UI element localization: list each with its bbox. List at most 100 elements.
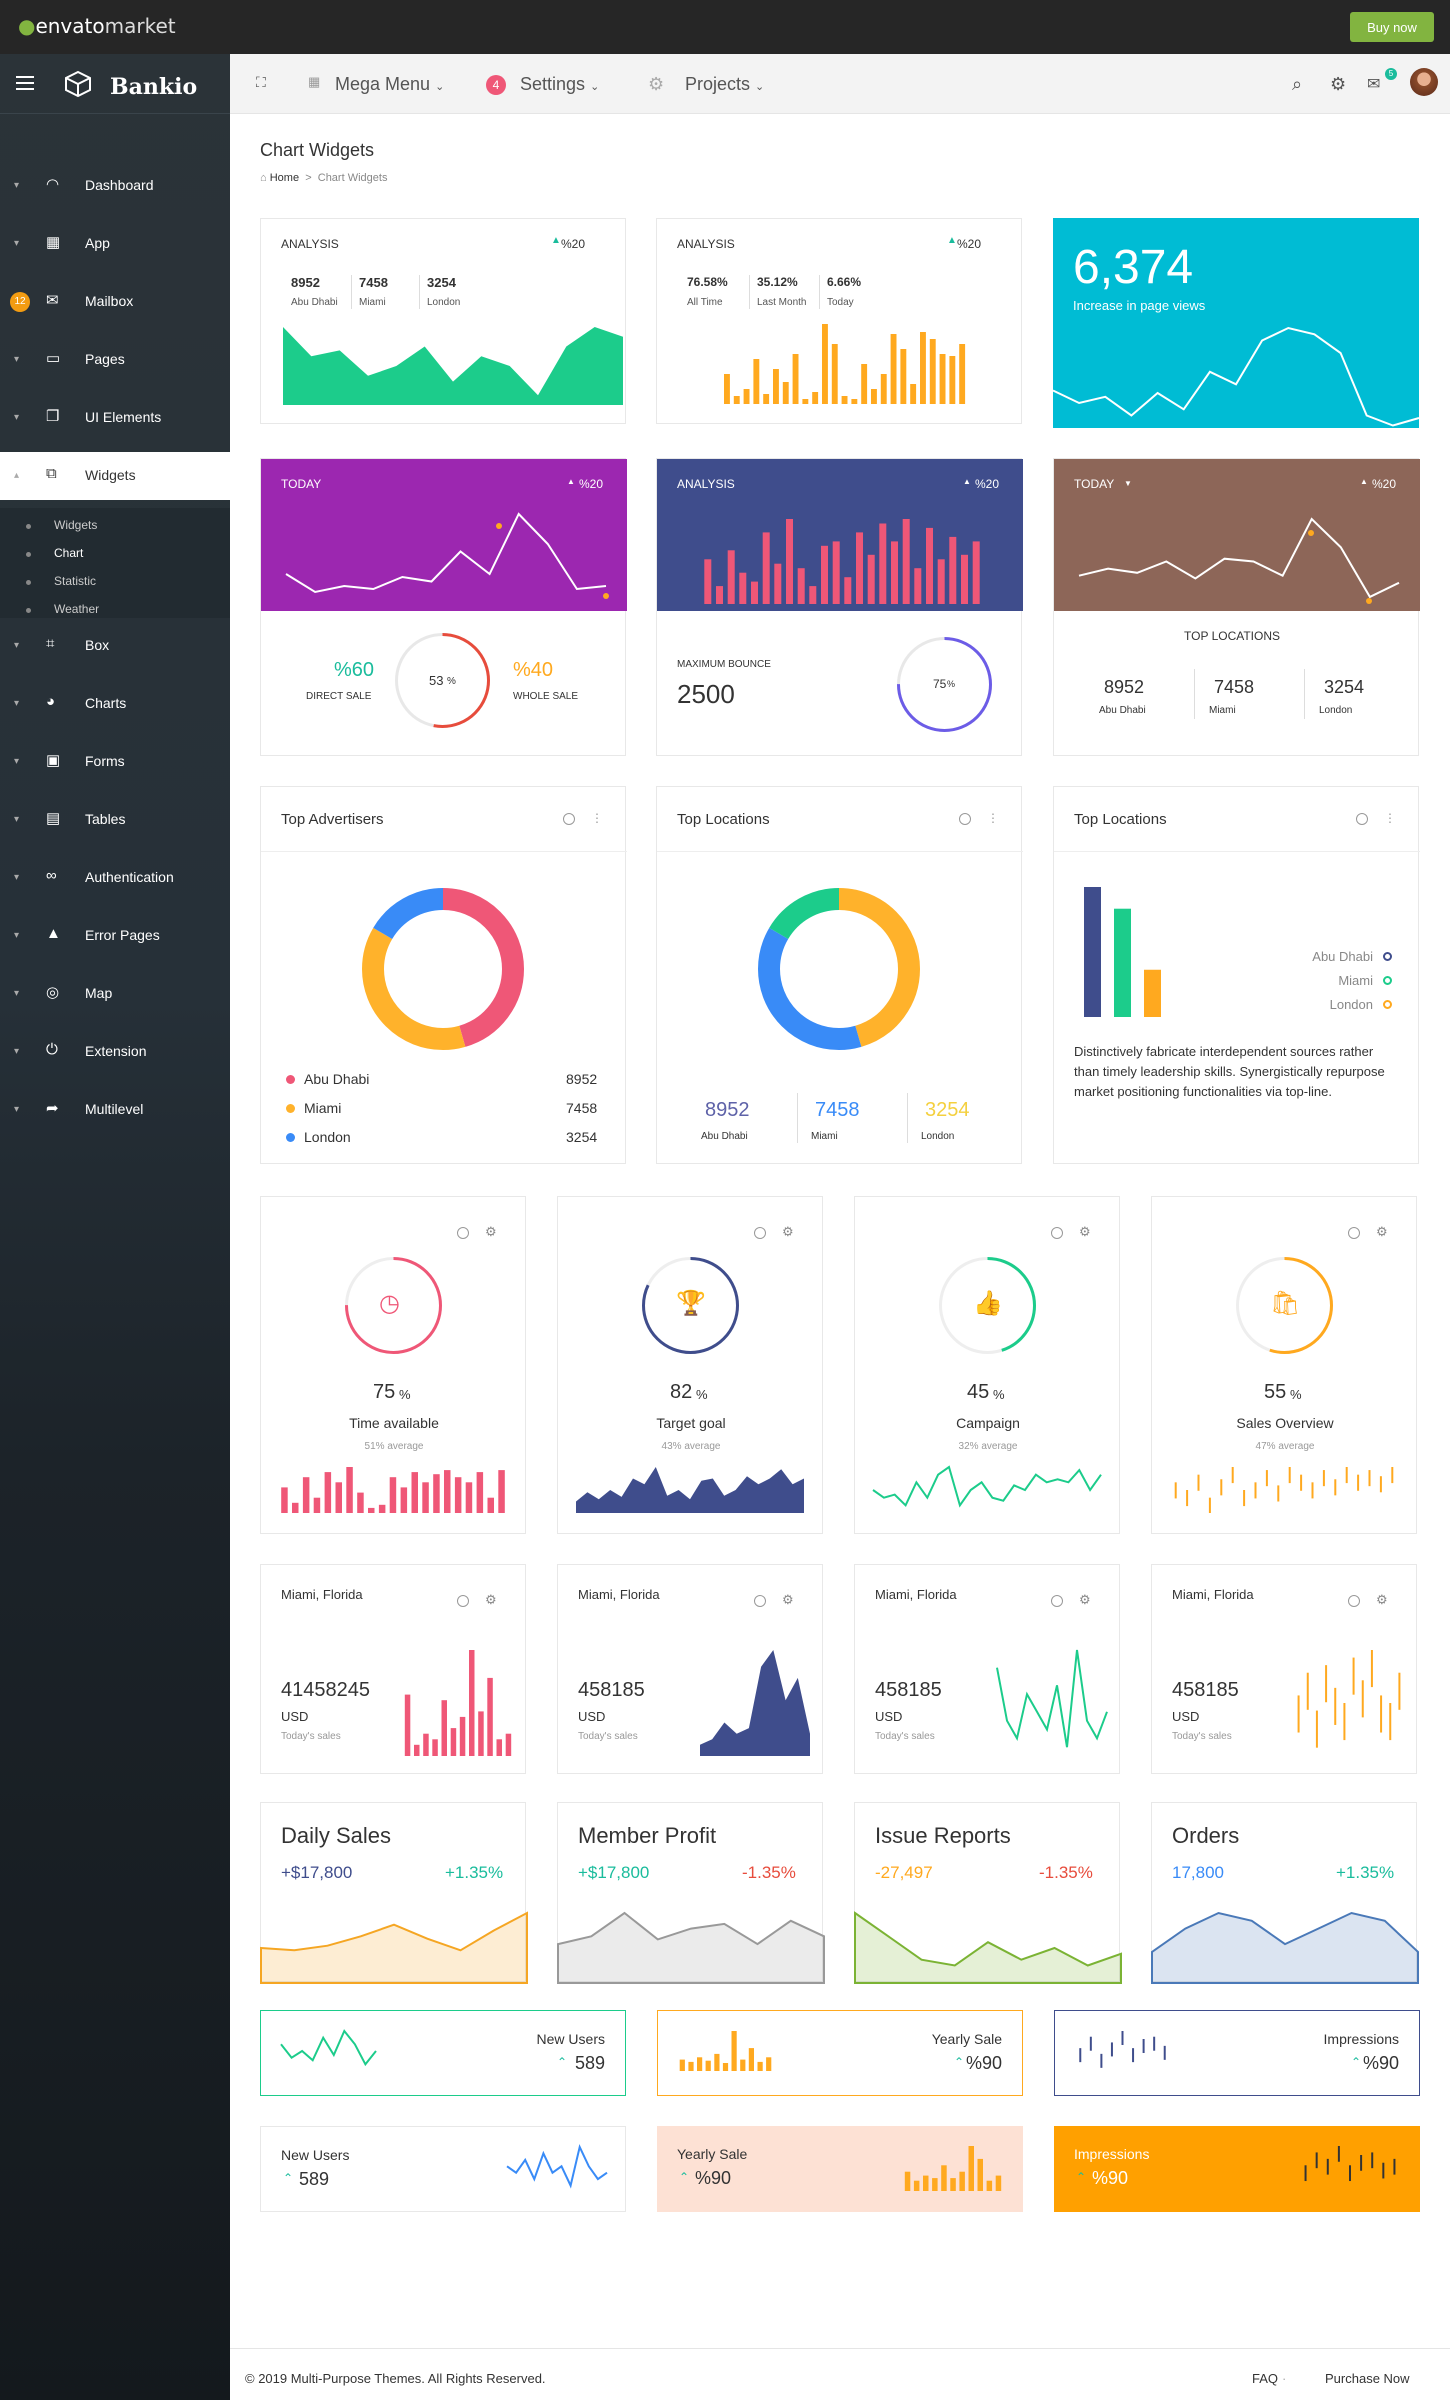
stat-label: Miami <box>811 1131 838 1142</box>
sidebar-item-tables[interactable]: ▾ ▤ Tables <box>0 796 230 844</box>
sidebar-item-ui-elements[interactable]: ▾ ❐ UI Elements <box>0 394 230 442</box>
bar <box>959 2171 965 2191</box>
refresh-icon[interactable] <box>1051 1595 1063 1607</box>
sidebar-item-mailbox[interactable]: 12 ✉ Mailbox <box>0 278 230 326</box>
form-icon: ▣ <box>46 752 61 769</box>
bar <box>748 2048 754 2071</box>
series-area <box>1151 1911 1419 1984</box>
more-vertical-icon[interactable]: ⋮ <box>591 811 603 825</box>
direct-sale-pct: %60 <box>334 659 375 681</box>
fullscreen-icon[interactable]: ⛶ <box>256 74 266 90</box>
breadcrumb-home[interactable]: Home <box>269 172 300 184</box>
bounce-value: 2500 <box>677 679 735 709</box>
gear-icon[interactable]: ⚙ <box>782 1224 794 1239</box>
sidebar-item-extension[interactable]: ▾ ⏻ Extension <box>0 1028 230 1076</box>
hamburger-menu-icon[interactable] <box>16 76 34 90</box>
gear-icon[interactable]: ⚙ <box>485 1224 497 1239</box>
breadcrumb: ⌂ Home > Chart Widgets <box>260 172 388 184</box>
ring-progress <box>345 1257 442 1354</box>
gear-icon[interactable]: ⚙ <box>1079 1224 1091 1239</box>
summary-change: +1.35% <box>445 1863 504 1882</box>
more-vertical-icon[interactable]: ⋮ <box>987 811 999 825</box>
refresh-icon[interactable] <box>959 813 971 825</box>
top-locations-mini-card: TODAY %20 ▲ ▼ TOP LOCATIONS 8952 Abu Dhabi 7458… <box>1053 458 1420 756</box>
thumbs-up-icon: 👍 <box>973 1290 1003 1317</box>
mail-icon[interactable]: ✉ <box>1367 76 1381 93</box>
location-label: Miami, Florida <box>1172 1587 1254 1602</box>
gear-icon[interactable]: ⚙ <box>1079 1592 1091 1607</box>
sidebar-item-app[interactable]: ▾ ▦ App <box>0 220 230 268</box>
user-avatar[interactable] <box>1410 68 1438 96</box>
donut-slice-2 <box>758 888 920 1050</box>
gear-icon[interactable]: ⚙ <box>782 1592 794 1607</box>
dropdown-caret-icon[interactable]: ▼ <box>1124 479 1132 488</box>
refresh-icon[interactable] <box>563 813 575 825</box>
bar <box>831 344 838 404</box>
envato-logo[interactable]: ●envatomarket <box>18 14 176 38</box>
buy-now-button[interactable]: Buy now <box>1350 12 1434 42</box>
gear-icon[interactable]: ⚙ <box>1330 74 1347 94</box>
search-icon[interactable]: ⌕ <box>1292 74 1303 94</box>
refresh-icon[interactable] <box>457 1595 469 1607</box>
sidebar-item-authentication[interactable]: ▾ ∞ Authentication <box>0 854 230 902</box>
outlined-card-0: New Users ⌃ 589 <box>260 2010 626 2096</box>
up-arrow-icon: ⌃ <box>556 2055 567 2069</box>
kpi-average: 51% average <box>364 1441 424 1452</box>
summary-value: +$17,800 <box>578 1863 650 1882</box>
refresh-icon[interactable] <box>1051 1227 1063 1239</box>
donut-slice-1 <box>362 888 524 1050</box>
share-icon: ➦ <box>46 1100 59 1117</box>
submenu-item-weather[interactable]: Weather <box>26 602 99 616</box>
up-arrow-icon: ⌃ <box>283 2171 294 2185</box>
series-line <box>1052 326 1420 427</box>
refresh-icon[interactable] <box>754 1595 766 1607</box>
mega-menu-button[interactable]: Mega Menu ⌄ <box>335 74 445 94</box>
bar <box>487 1497 494 1513</box>
bar <box>995 2175 1002 2191</box>
bar <box>313 1497 321 1513</box>
refresh-icon[interactable] <box>1356 813 1368 825</box>
sidebar-item-label: Mailbox <box>85 293 134 309</box>
projects-menu-button[interactable]: Projects ⌄ <box>685 74 765 94</box>
divider <box>261 851 627 852</box>
gear-icon[interactable]: ⚙ <box>1376 1224 1388 1239</box>
sidebar-item-forms[interactable]: ▾ ▣ Forms <box>0 738 230 786</box>
bar <box>454 1477 462 1513</box>
bounce-bar-chart <box>704 519 980 604</box>
currency-label: USD <box>875 1709 903 1724</box>
up-arrow-icon: ⌃ <box>953 2055 964 2069</box>
home-icon: ⌂ <box>260 172 267 184</box>
sidebar-item-pages[interactable]: ▾ ▭ Pages <box>0 336 230 384</box>
more-vertical-icon[interactable]: ⋮ <box>1384 811 1396 825</box>
faq-link[interactable]: FAQ <box>1252 2371 1279 2386</box>
footer: © 2019 Multi-Purpose Themes. All Rights … <box>230 2348 1450 2400</box>
sidebar-item-error-pages[interactable]: ▾ ▲ Error Pages <box>0 912 230 960</box>
ring-progress <box>939 1257 1036 1354</box>
gear-icon[interactable]: ⚙ <box>1376 1592 1388 1607</box>
settings-menu-button[interactable]: Settings ⌄ <box>520 74 600 94</box>
refresh-icon[interactable] <box>1348 1227 1360 1239</box>
sidebar-item-charts[interactable]: ▾ ◕ Charts <box>0 680 230 728</box>
divider <box>657 851 1023 852</box>
sidebar-item-box[interactable]: ▾ ⌗ Box <box>0 622 230 670</box>
sidebar-item-widgets[interactable]: ▴ ⧉ Widgets <box>0 452 230 500</box>
submenu-item-chart[interactable]: Chart <box>26 546 83 560</box>
gear-icon[interactable]: ⚙ <box>485 1592 497 1607</box>
sidebar-header: Bankio <box>0 54 230 114</box>
stat-label: London <box>921 1131 955 1142</box>
purchase-now-link[interactable]: Purchase Now <box>1325 2371 1410 2386</box>
top-locations-bar-card: Top Locations ⋮ Abu Dhabi Miami London Distin… <box>1053 786 1420 1164</box>
sidebar-item-dashboard[interactable]: ▾ ◠ Dashboard <box>0 162 230 210</box>
submenu-item-statistic[interactable]: Statistic <box>26 574 96 588</box>
refresh-icon[interactable] <box>1348 1595 1360 1607</box>
divider <box>907 1093 908 1143</box>
bar-label-1: Miami <box>1338 973 1373 988</box>
refresh-icon[interactable] <box>457 1227 469 1239</box>
card-title: Top Locations <box>677 811 770 828</box>
sidebar-item-multilevel[interactable]: ▾ ➦ Multilevel <box>0 1086 230 1134</box>
plug-icon: ⏻ <box>46 1041 58 1058</box>
sidebar-item-map[interactable]: ▾ ◎ Map <box>0 970 230 1018</box>
refresh-icon[interactable] <box>754 1227 766 1239</box>
bar <box>867 554 875 604</box>
submenu-item-widgets[interactable]: Widgets <box>26 518 97 532</box>
